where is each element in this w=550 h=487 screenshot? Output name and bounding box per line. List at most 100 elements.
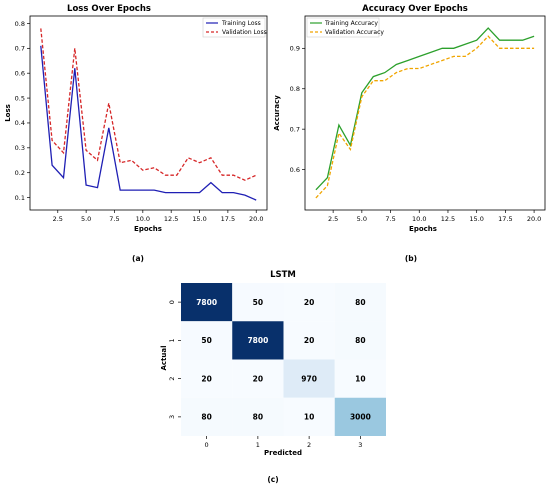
confusion-y-tick-label: 0: [168, 300, 176, 304]
heatmap-cell: [232, 321, 284, 360]
accuracy-x-tick-label: 2.5: [328, 215, 338, 223]
series-line-validation-loss: [40, 28, 257, 181]
loss-x-tick-label: 12.5: [164, 215, 178, 223]
series-line-validation-accuracy: [315, 35, 535, 199]
confusion-y-axis-label: Actual: [160, 345, 168, 370]
loss-chart: Loss Over Epochs 2.5 5.0 7.5 10.0 12.5 15.0 17…: [4, 4, 268, 263]
accuracy-chart-title: Accuracy Over Epochs: [362, 4, 468, 14]
loss-x-tick-label: 2.5: [53, 215, 63, 223]
accuracy-x-tick-label: 20.0: [527, 215, 541, 223]
caption-a: (a): [132, 254, 144, 263]
loss-x-tick-label: 17.5: [221, 215, 235, 223]
heatmap-cell: [283, 283, 335, 322]
series-line-training-loss: [40, 45, 257, 201]
heatmap-cell-value: 50: [253, 298, 263, 307]
confusion-y-tick-label: 3: [168, 415, 176, 419]
accuracy-chart: Accuracy Over Epochs 2.5 5.0 7.5 10.0 12.5 15…: [273, 4, 546, 263]
accuracy-series: [315, 27, 535, 199]
accuracy-x-tick-label: 10.0: [412, 215, 426, 223]
heatmap-cell-value: 20: [304, 336, 314, 345]
heatmap-cell: [181, 359, 233, 398]
accuracy-y-ticks: 0.6 0.7 0.8 0.9: [290, 45, 305, 174]
legend-label-training-accuracy: Training Accuracy: [324, 20, 378, 27]
confusion-x-tick-label: 0: [205, 441, 209, 449]
loss-chart-frame: [29, 15, 268, 211]
confusion-matrix-cells: 7800 50 20 80 50 7800 20 80 20 20 970 10 80 80 10 3000: [181, 283, 386, 436]
heatmap-cell-value: 20: [201, 374, 211, 383]
loss-x-ticks: 2.5 5.0 7.5 10.0 12.5 15.0 17.5 20.0: [53, 210, 263, 223]
heatmap-cell-value: 80: [253, 413, 263, 422]
accuracy-y-tick-label: 0.8: [290, 85, 300, 93]
accuracy-y-tick-label: 0.6: [290, 166, 300, 174]
heatmap-cell-value: 80: [355, 298, 365, 307]
loss-y-tick-label: 0.4: [15, 119, 25, 127]
accuracy-x-tick-label: 5.0: [357, 215, 367, 223]
loss-legend-box: [202, 17, 266, 38]
accuracy-legend-box: [306, 17, 380, 38]
confusion-x-tick-label: 2: [307, 441, 311, 449]
accuracy-chart-frame: [304, 15, 546, 211]
heatmap-cell-value: 970: [301, 374, 317, 383]
heatmap-cell: [283, 359, 335, 398]
heatmap-cell: [181, 321, 233, 360]
loss-series: [40, 28, 257, 201]
legend-label-training-loss: Training Loss: [221, 20, 261, 27]
loss-legend: Training Loss Validation Loss: [202, 17, 267, 38]
legend-label-validation-loss: Validation Loss: [222, 29, 267, 36]
heatmap-cell: [232, 283, 284, 322]
confusion-matrix-ticks: 0 1 2 3 0 1 2 3: [168, 300, 362, 449]
heatmap-cell-value: 7800: [247, 336, 268, 345]
accuracy-x-tick-label: 7.5: [385, 215, 395, 223]
accuracy-x-tick-label: 17.5: [498, 215, 512, 223]
accuracy-y-axis-label: Accuracy: [273, 95, 281, 131]
accuracy-legend: Training Accuracy Validation Accuracy: [306, 17, 384, 38]
heatmap-cell: [181, 397, 233, 436]
loss-x-tick-label: 20.0: [249, 215, 263, 223]
heatmap-cell-value: 20: [253, 374, 263, 383]
heatmap-cell-value: 3000: [350, 413, 371, 422]
heatmap-cell-value: 50: [201, 336, 211, 345]
confusion-x-axis-label: Predicted: [264, 449, 302, 457]
loss-y-tick-label: 0.5: [15, 94, 25, 102]
accuracy-x-tick-label: 15.0: [469, 215, 483, 223]
loss-y-tick-label: 0.7: [15, 45, 25, 53]
accuracy-y-tick-label: 0.7: [290, 125, 300, 133]
heatmap-cell: [334, 283, 386, 322]
loss-y-ticks: 0.1 0.2 0.3 0.4 0.5 0.6 0.7 0.8: [15, 20, 30, 202]
heatmap-cell: [283, 321, 335, 360]
loss-x-axis-label: Epochs: [134, 225, 162, 233]
loss-x-tick-label: 5.0: [81, 215, 91, 223]
heatmap-cell: [232, 359, 284, 398]
loss-y-tick-label: 0.3: [15, 144, 25, 152]
heatmap-cell-value: 10: [304, 413, 314, 422]
heatmap-cell-value: 10: [355, 374, 365, 383]
heatmap-cell: [334, 321, 386, 360]
heatmap-cell-value: 80: [355, 336, 365, 345]
heatmap-cell-value: 80: [201, 413, 211, 422]
heatmap-cell-value: 20: [304, 298, 314, 307]
accuracy-x-axis-label: Epochs: [409, 225, 437, 233]
confusion-matrix-title: LSTM: [270, 270, 296, 280]
caption-c: (c): [267, 475, 278, 484]
confusion-y-tick-label: 2: [168, 377, 176, 381]
confusion-x-tick-label: 3: [358, 441, 362, 449]
heatmap-cell: [334, 359, 386, 398]
accuracy-x-ticks: 2.5 5.0 7.5 10.0 12.5 15.0 17.5 20.0: [328, 210, 541, 223]
loss-y-axis-label: Loss: [4, 104, 12, 122]
legend-label-validation-accuracy: Validation Accuracy: [325, 29, 384, 36]
heatmap-cell: [334, 397, 386, 436]
loss-x-tick-label: 10.0: [136, 215, 150, 223]
caption-b: (b): [405, 254, 417, 263]
heatmap-cell-value: 7800: [196, 298, 217, 307]
heatmap-cell: [232, 397, 284, 436]
accuracy-y-tick-label: 0.9: [290, 45, 300, 53]
confusion-x-tick-label: 1: [256, 441, 260, 449]
loss-chart-title: Loss Over Epochs: [67, 4, 151, 14]
loss-y-tick-label: 0.6: [15, 70, 25, 78]
confusion-y-tick-label: 1: [168, 338, 176, 342]
loss-x-tick-label: 15.0: [192, 215, 206, 223]
loss-y-tick-label: 0.8: [15, 20, 25, 28]
loss-y-tick-label: 0.1: [15, 194, 25, 202]
loss-y-tick-label: 0.2: [15, 169, 25, 177]
